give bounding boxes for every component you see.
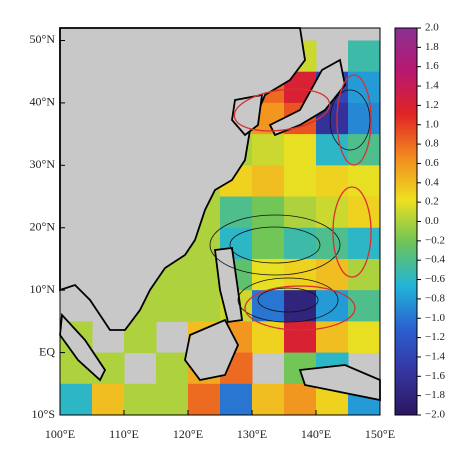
cell xyxy=(188,383,221,416)
highlight-ellipse xyxy=(336,74,372,166)
y-tick-label: 40°N xyxy=(30,95,56,109)
cell xyxy=(348,258,381,291)
cell xyxy=(284,321,317,354)
colorbar-tick-label: 0.4 xyxy=(425,176,439,188)
colorbar-tick-label: 1.8 xyxy=(425,41,439,53)
colorbar-tick-label: 0.8 xyxy=(425,138,439,150)
colorbar-tick-label: 0.2 xyxy=(425,196,439,208)
highlight-ellipse xyxy=(244,285,356,331)
cell xyxy=(348,71,381,104)
philippines xyxy=(213,247,244,324)
cell xyxy=(60,383,93,416)
colorbar-tick-label: 1.4 xyxy=(425,80,439,92)
highlight-ellipse xyxy=(233,88,331,132)
annotations xyxy=(233,74,372,331)
colorbar-tick-label: −0.2 xyxy=(425,234,445,246)
cell xyxy=(188,290,221,322)
cell xyxy=(316,321,349,354)
cell xyxy=(284,227,317,260)
cell xyxy=(348,165,381,198)
plot-frame xyxy=(59,27,381,416)
cell xyxy=(316,227,349,260)
cell xyxy=(284,165,317,198)
contour xyxy=(237,277,339,323)
x-tick-label: 120°E xyxy=(173,427,203,441)
contours xyxy=(209,89,371,323)
cell xyxy=(156,383,189,416)
japan xyxy=(268,58,346,137)
cell xyxy=(252,227,285,260)
cell xyxy=(348,196,381,229)
cell xyxy=(284,134,317,166)
borneo xyxy=(184,318,239,381)
cell xyxy=(220,383,253,416)
cell xyxy=(284,383,317,416)
y-tick-label: 10°S xyxy=(32,407,55,421)
colorbar-tick-label: −1.8 xyxy=(425,389,445,401)
colorbar-tick-label: −1.6 xyxy=(425,370,445,382)
colorbar-tick-label: 1.6 xyxy=(425,60,439,72)
colorbar-tick-label: 0.0 xyxy=(425,215,439,227)
x-tick-label: 100°E xyxy=(45,427,75,441)
cell xyxy=(252,165,285,198)
colorbar-tick-label: 1.0 xyxy=(425,118,439,130)
cell xyxy=(316,134,349,166)
cell xyxy=(284,196,317,229)
y-tick-label: 20°N xyxy=(30,219,56,233)
colorbar-tick-label: −1.4 xyxy=(425,350,445,362)
colorbar-tick-label: −0.4 xyxy=(425,254,445,266)
contour xyxy=(257,287,319,313)
cell xyxy=(316,258,349,291)
cell xyxy=(316,196,349,229)
highlight-ellipse xyxy=(332,186,372,278)
colorbar-tick-label: 2.0 xyxy=(425,22,439,34)
cell xyxy=(348,321,381,354)
x-tick-label: 110°E xyxy=(109,427,139,441)
colorbar-tick-label: 0.6 xyxy=(425,157,439,169)
cell xyxy=(348,40,381,73)
y-tick-label: 50°N xyxy=(30,32,56,46)
colorbar-tick-label: −0.8 xyxy=(425,292,445,304)
colorbar-tick-label: −1.0 xyxy=(425,312,445,324)
y-tick-label: EQ xyxy=(39,344,55,358)
cell xyxy=(252,196,285,229)
colorbar-tick-label: 1.2 xyxy=(425,99,439,111)
cell xyxy=(252,290,285,322)
y-tick-label: 10°N xyxy=(30,282,56,296)
cell xyxy=(92,383,125,416)
x-tick-label: 130°E xyxy=(237,427,267,441)
cell xyxy=(188,258,221,291)
y-tick-label: 30°N xyxy=(30,157,56,171)
cell xyxy=(348,227,381,260)
colorbar xyxy=(394,27,418,416)
cell xyxy=(156,352,189,385)
contour xyxy=(209,214,341,276)
cell xyxy=(348,102,381,135)
x-tick-label: 140°E xyxy=(301,427,331,441)
x-tick-label: 150°E xyxy=(365,427,395,441)
cell xyxy=(348,290,381,322)
cell xyxy=(252,383,285,416)
colorbar-tick-label: −2.0 xyxy=(425,409,445,421)
cell xyxy=(252,134,285,166)
cell xyxy=(124,383,157,416)
cell xyxy=(284,290,317,322)
colorbar-tick-label: −1.2 xyxy=(425,331,445,343)
contour xyxy=(229,226,321,264)
cell xyxy=(156,290,189,322)
cell xyxy=(220,196,253,229)
contour xyxy=(329,89,371,151)
colorbar-tick-label: −0.6 xyxy=(425,273,445,285)
cell xyxy=(124,321,157,354)
